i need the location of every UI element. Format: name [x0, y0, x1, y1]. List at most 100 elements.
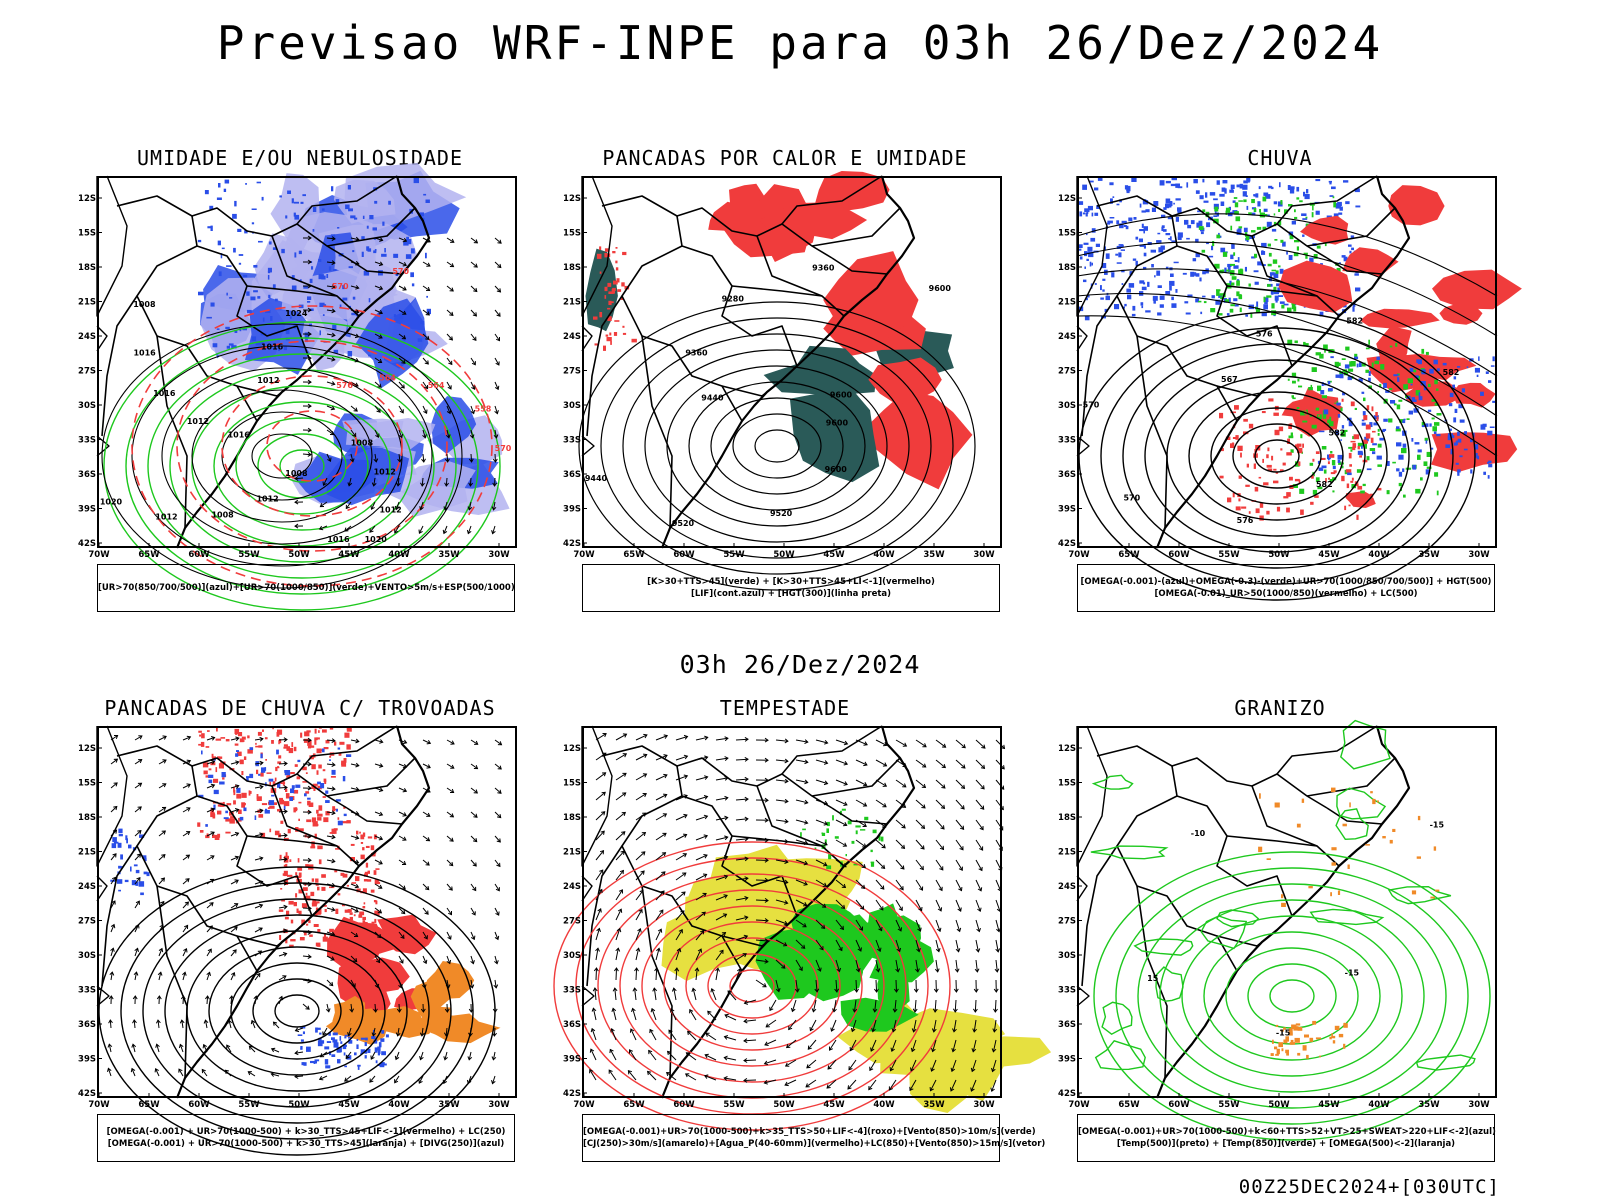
wind-arrow: [635, 948, 640, 961]
shaded-speck: [1435, 889, 1440, 892]
wind-arrowhead: [826, 1084, 831, 1089]
wind-arrowhead: [378, 811, 384, 817]
shaded-speck: [1337, 454, 1343, 460]
wind-arrowhead: [209, 878, 215, 883]
wind-arrow: [835, 919, 844, 930]
shaded-speck: [1429, 368, 1434, 374]
wind-arrow: [935, 739, 946, 748]
wind-arrowhead: [922, 763, 927, 768]
wind-arrow: [735, 916, 748, 921]
wind-arrow: [835, 859, 847, 868]
lon-tick-label: 60W: [188, 1100, 210, 1110]
wind-arrow: [422, 381, 429, 389]
shaded-speck: [622, 332, 627, 335]
wind-arrowhead: [764, 938, 769, 944]
shaded-speck: [304, 332, 310, 338]
wind-arrowhead: [470, 960, 475, 965]
shaded-speck: [325, 800, 330, 803]
wind-arrowhead: [723, 1035, 729, 1040]
shaded-speck: [272, 781, 276, 787]
contour-line: [600, 317, 954, 575]
shaded-speck: [1240, 452, 1242, 458]
shaded-speck: [1277, 287, 1280, 293]
wind-arrow: [724, 1077, 737, 1081]
shaded-speck: [360, 1049, 366, 1054]
wind-arrow: [302, 1003, 310, 1010]
shaded-speck: [323, 817, 329, 823]
wind-arrow: [158, 948, 163, 957]
wind-arrow: [273, 1021, 280, 1029]
shaded-speck: [272, 247, 277, 250]
wind-arrow: [374, 859, 383, 865]
wind-arrowhead: [876, 947, 882, 953]
shaded-speck: [206, 833, 209, 837]
shaded-speck: [826, 828, 829, 833]
shaded-speck: [1454, 408, 1458, 413]
wind-arrowhead: [307, 379, 312, 385]
wind-arrow: [795, 759, 808, 763]
shaded-speck: [1238, 200, 1243, 202]
wind-arrow: [785, 1059, 797, 1067]
panel-title: PANCADAS POR CALOR E UMIDADE: [602, 146, 968, 170]
wind-arrow: [398, 309, 407, 315]
wind-arrow: [795, 859, 808, 865]
shaded-speck: [312, 821, 318, 827]
wind-arrowhead: [896, 947, 902, 953]
shaded-speck: [403, 241, 409, 246]
wind-arrowhead: [425, 886, 430, 891]
shaded-speck: [1266, 221, 1272, 227]
contour-label: 564: [379, 374, 396, 383]
legend-box: [OMEGA(-0.001)+UR>70(1000-500)+k>35_TTS>…: [582, 1114, 1045, 1162]
wind-arrow: [201, 1069, 208, 1077]
shaded-speck: [208, 774, 214, 778]
wind-arrowhead: [495, 361, 500, 366]
wind-arrow: [492, 1075, 496, 1084]
shaded-speck: [1338, 262, 1341, 264]
wind-arrow: [446, 429, 450, 438]
shaded-speck: [1365, 424, 1371, 430]
wind-arrowhead: [823, 780, 829, 786]
wind-arrow: [655, 832, 667, 841]
wind-arrowhead: [450, 788, 455, 793]
wind-arrowhead: [850, 1027, 856, 1033]
coastline: [1155, 175, 1411, 549]
shaded-speck: [332, 806, 336, 812]
wind-arrowhead: [354, 859, 360, 865]
shaded-speck: [607, 307, 611, 310]
shaded-speck: [1177, 210, 1182, 214]
shaded-speck: [381, 1063, 387, 1066]
wind-arrowhead: [354, 908, 359, 913]
wind-arrowhead: [901, 824, 906, 829]
shaded-speck: [1118, 244, 1124, 246]
shaded-speck: [311, 841, 315, 847]
shaded-speck: [1161, 226, 1164, 231]
wind-arrow: [795, 939, 806, 949]
shaded-speck: [616, 278, 620, 283]
shaded-speck: [800, 832, 802, 837]
wind-arrow: [812, 999, 817, 1012]
shaded-speck: [1263, 208, 1268, 212]
shaded-speck: [1298, 385, 1303, 388]
wind-arrow: [615, 948, 619, 961]
wind-arrowhead: [744, 836, 749, 842]
wind-arrow: [655, 967, 658, 981]
shaded-speck: [333, 828, 338, 831]
wind-arrow: [134, 830, 142, 837]
shaded-speck: [301, 919, 305, 925]
shaded-speck: [1256, 301, 1259, 307]
wind-arrow: [374, 811, 383, 816]
shaded-speck: [1091, 228, 1096, 233]
wind-arrowhead: [394, 529, 399, 534]
shaded-speck: [319, 302, 325, 307]
wind-arrowhead: [449, 287, 454, 292]
shaded-speck: [260, 753, 263, 759]
wind-arrowhead: [921, 804, 926, 809]
wind-arrow: [589, 1069, 597, 1081]
wind-arrow: [915, 879, 923, 891]
wind-arrowhead: [402, 788, 408, 793]
wind-arrowhead: [622, 733, 628, 738]
wind-arrow: [206, 760, 215, 765]
wind-arrow: [635, 793, 647, 801]
shaded-speck: [266, 772, 272, 774]
shaded-speck: [1198, 220, 1203, 226]
